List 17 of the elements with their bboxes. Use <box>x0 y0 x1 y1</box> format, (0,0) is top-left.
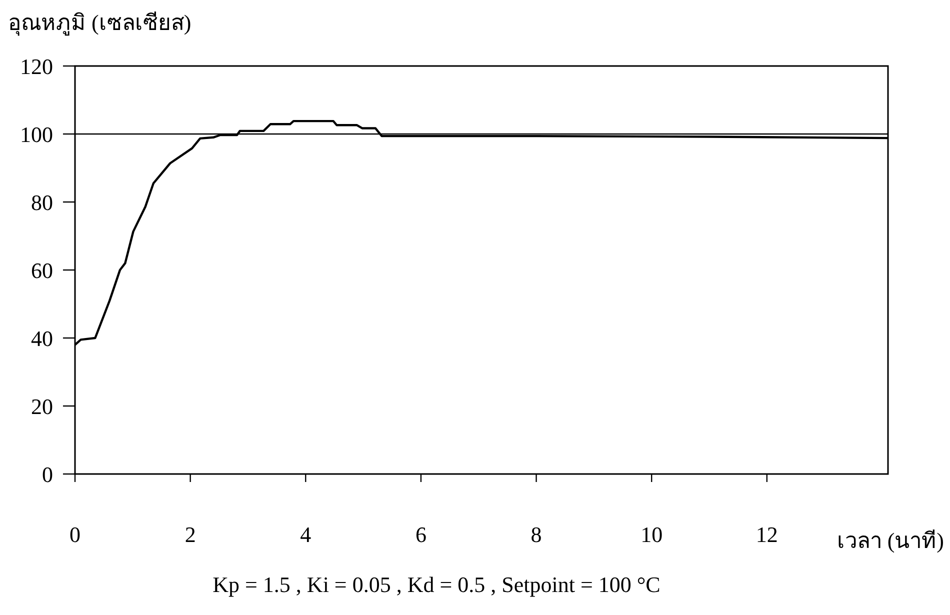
y-tick-label: 100 <box>20 122 53 147</box>
y-tick-label: 120 <box>20 54 53 79</box>
x-tick-label: 2 <box>184 522 196 547</box>
x-tick-label: 10 <box>640 522 663 547</box>
y-tick-label: 80 <box>31 190 53 215</box>
y-tick-label: 40 <box>31 326 53 351</box>
x-axis-title: เวลา (นาที) <box>836 528 944 553</box>
y-tick-label: 60 <box>31 258 53 283</box>
x-tick-label: 0 <box>70 522 80 547</box>
x-tick-label: 6 <box>415 522 426 547</box>
y-tick-label: 0 <box>42 462 53 487</box>
x-tick-label: 8 <box>530 522 542 547</box>
x-tick-label: 4 <box>300 522 312 547</box>
y-tick-label: 20 <box>31 394 53 419</box>
x-tick-label: 12 <box>756 522 778 547</box>
text: Kp = 1.5 , Ki = 0.05 , Kd = 0.5 , Setpoint = 100 °C <box>212 572 660 597</box>
y-axis-title: อุณหภูมิ (เซลเซียส) <box>8 10 192 36</box>
